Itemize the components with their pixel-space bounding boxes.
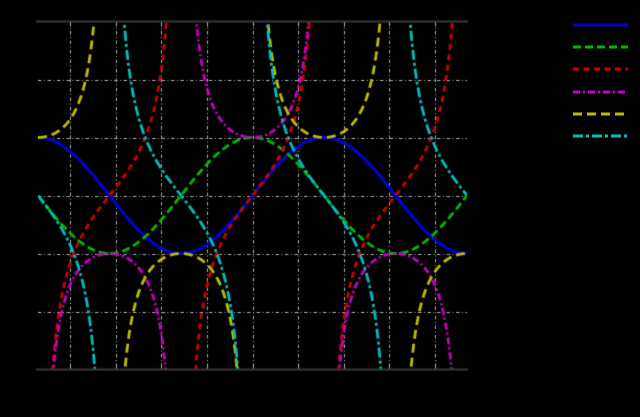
trig-functions-figure: sin(x) cos(x) tan(x) sec(x) csc(x) cot(x) (0, 0, 640, 417)
plot-canvas (0, 0, 640, 417)
